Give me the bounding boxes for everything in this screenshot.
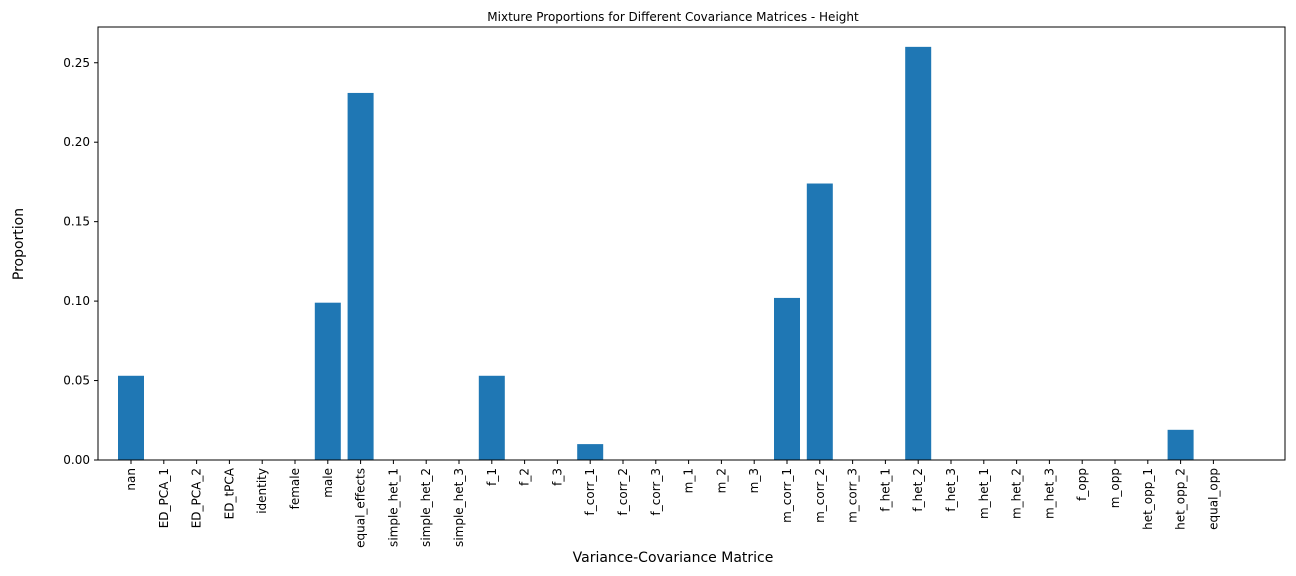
y-tick-label: 0.25 (63, 56, 90, 70)
x-tick-label: simple_het_2 (419, 468, 433, 547)
y-tick-label: 0.10 (63, 294, 90, 308)
y-axis-title: Proportion (11, 208, 27, 280)
x-tick-label: ED_PCA_2 (190, 468, 204, 528)
x-tick-label: female (288, 468, 302, 509)
x-tick-label: identity (255, 468, 269, 514)
x-tick-label: m_corr_2 (813, 468, 827, 523)
x-tick-label: m_het_2 (1010, 468, 1024, 519)
x-tick-label: f_het_1 (878, 468, 892, 512)
x-tick-label: equal_opp (1206, 468, 1220, 530)
bar-m_corr_2 (806, 183, 833, 460)
x-tick-label: f_opp (1075, 468, 1089, 501)
bar-equal_effects (347, 92, 374, 460)
chart-title: Mixture Proportions for Different Covari… (487, 10, 859, 24)
y-tick-label: 0.00 (63, 453, 90, 467)
bar-nan (118, 375, 144, 460)
x-tick-label: m_1 (682, 468, 696, 493)
bar-f_het_2 (905, 46, 932, 461)
x-tick-label: m_corr_3 (846, 468, 860, 523)
x-tick-label: m_3 (747, 468, 761, 493)
plot-frame (97, 26, 1286, 461)
bar-male (314, 302, 341, 460)
x-tick-label: simple_het_3 (452, 468, 466, 547)
x-tick-label: m_2 (714, 468, 728, 493)
y-tick-label: 0.05 (63, 374, 90, 388)
x-tick-label: f_het_2 (911, 468, 925, 512)
x-tick-label: equal_effects (354, 468, 368, 548)
x-tick-label: f_corr_2 (616, 468, 630, 515)
bar-f_corr_1 (577, 444, 604, 460)
x-tick-label: f_het_3 (944, 468, 958, 512)
y-tick-label: 0.20 (63, 135, 90, 149)
x-tick-label: f_corr_3 (649, 468, 663, 515)
x-tick-label: het_opp_1 (1141, 468, 1155, 530)
y-axis: 0.00 0.05 0.10 0.15 0.20 0.25 (63, 56, 98, 467)
x-tick-label: f_1 (485, 468, 499, 486)
x-tick-label: het_opp_2 (1174, 468, 1188, 530)
x-tick-label: simple_het_1 (386, 468, 400, 547)
x-tick-label: male (321, 468, 335, 498)
x-tick-label: ED_PCA_1 (157, 468, 171, 528)
x-tick-label: m_opp (1108, 468, 1122, 508)
bar-m_corr_1 (774, 297, 800, 460)
x-tick-label: f_3 (550, 468, 564, 486)
x-tick-label: m_het_3 (1042, 468, 1056, 519)
y-tick-label: 0.15 (63, 215, 90, 229)
bar-het_opp_2 (1167, 429, 1194, 460)
x-axis: nan ED_PCA_1 ED_PCA_2 ED_tPCA identity female… (124, 460, 1220, 548)
x-axis-title: Variance-Covariance Matrice (573, 550, 774, 566)
bar-f_1 (478, 375, 505, 460)
x-tick-label: f_corr_1 (583, 468, 597, 515)
x-tick-label: m_corr_1 (780, 468, 794, 523)
bars (118, 46, 1194, 461)
x-tick-label: nan (124, 468, 138, 491)
x-tick-label: ED_tPCA (222, 467, 236, 519)
x-tick-label: f_2 (518, 468, 532, 486)
x-tick-label: m_het_1 (977, 468, 991, 519)
